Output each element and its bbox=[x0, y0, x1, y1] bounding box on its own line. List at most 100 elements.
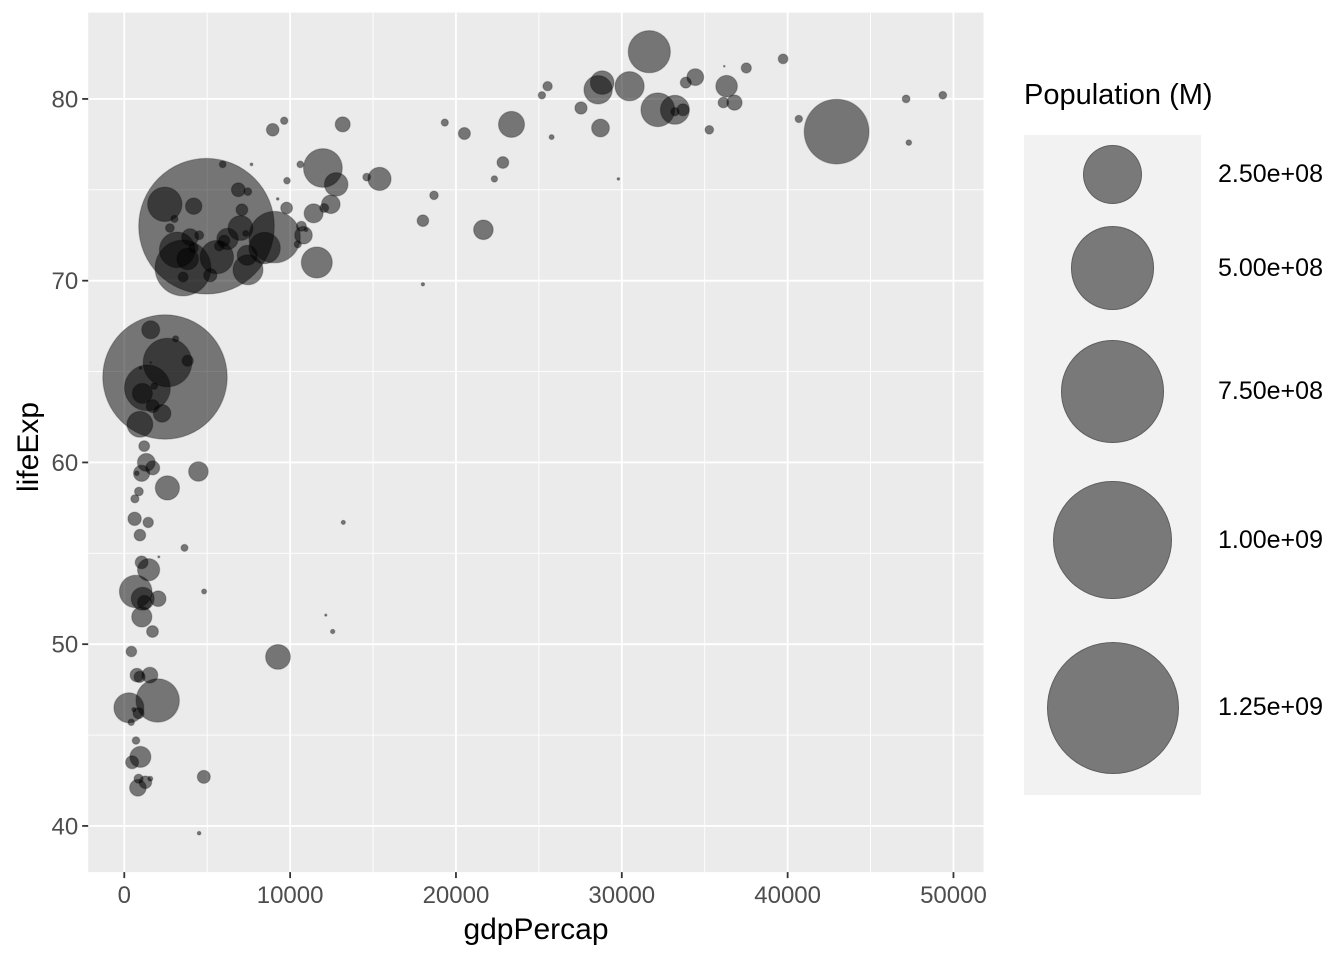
data-point-bubble bbox=[135, 678, 181, 723]
legend-label: 1.00e+09 bbox=[1218, 525, 1323, 554]
data-point-bubble bbox=[490, 175, 499, 183]
data-point-bubble bbox=[187, 461, 209, 482]
data-point-bubble bbox=[232, 254, 264, 286]
data-point-bubble bbox=[131, 606, 153, 628]
svg-text:20000: 20000 bbox=[423, 882, 490, 909]
data-point-bubble bbox=[141, 320, 161, 340]
data-point-bubble bbox=[279, 116, 289, 126]
legend-key bbox=[1024, 213, 1201, 323]
data-point-bubble bbox=[126, 410, 154, 438]
data-point-bubble bbox=[201, 588, 208, 595]
legend-key bbox=[1024, 323, 1201, 460]
data-point-bubble bbox=[777, 53, 789, 65]
data-point-bubble bbox=[901, 94, 911, 104]
data-point-bubble bbox=[367, 166, 392, 192]
data-point-bubble bbox=[196, 769, 211, 785]
data-point-bubble bbox=[473, 219, 494, 241]
data-point-bubble bbox=[131, 736, 141, 745]
data-point-bubble bbox=[142, 516, 154, 529]
svg-text:10000: 10000 bbox=[257, 882, 324, 909]
data-point-bubble bbox=[132, 464, 151, 482]
legend-keys: 2.50e+08 5.00e+08 7.50e+08 1.00e+09 bbox=[1024, 135, 1323, 795]
data-point-bubble bbox=[590, 118, 610, 138]
data-point-bubble bbox=[184, 197, 203, 215]
data-point-bubble bbox=[300, 246, 333, 279]
data-point-bubble bbox=[131, 382, 153, 404]
data-point-bubble bbox=[275, 196, 280, 201]
data-point-bubble bbox=[181, 228, 200, 247]
data-point-bubble bbox=[248, 231, 281, 265]
legend-label: 7.50e+08 bbox=[1218, 377, 1323, 405]
legend-bubble-icon bbox=[1083, 144, 1142, 204]
legend-label: 5.00e+08 bbox=[1218, 253, 1323, 282]
data-point-bubble bbox=[726, 94, 743, 111]
svg-text:40000: 40000 bbox=[754, 882, 821, 909]
data-point-bubble bbox=[320, 194, 341, 215]
data-point-bubble bbox=[659, 94, 691, 125]
data-point-bubble bbox=[152, 404, 172, 423]
data-point-bubble bbox=[457, 126, 471, 141]
data-point-bubble bbox=[138, 775, 153, 790]
legend-label: 2.50e+08 bbox=[1218, 159, 1323, 188]
data-point-bubble bbox=[497, 110, 526, 139]
data-point-bubble bbox=[334, 116, 351, 133]
data-point-bubble bbox=[235, 203, 249, 217]
data-point-bubble bbox=[324, 613, 328, 617]
data-point-bubble bbox=[496, 156, 510, 170]
svg-text:80: 80 bbox=[51, 86, 78, 113]
legend-bubble-icon bbox=[1053, 480, 1172, 600]
data-point-bubble bbox=[125, 645, 138, 658]
legend-row: 1.25e+09 bbox=[1024, 620, 1323, 795]
data-point-bubble bbox=[132, 707, 145, 720]
data-point-bubble bbox=[133, 670, 146, 684]
legend-label: 1.25e+09 bbox=[1218, 693, 1323, 721]
data-point-bubble bbox=[715, 74, 738, 98]
data-point-bubble bbox=[127, 718, 136, 727]
legend-title: Population (M) bbox=[1024, 79, 1213, 111]
data-point-bubble bbox=[134, 555, 149, 570]
svg-text:0: 0 bbox=[118, 882, 131, 909]
data-point-bubble bbox=[627, 30, 672, 74]
data-point-bubble bbox=[589, 70, 615, 95]
data-point-bubble bbox=[296, 160, 305, 169]
data-point-bubble bbox=[803, 98, 870, 165]
data-point-bubble bbox=[130, 494, 140, 504]
legend-row: 7.50e+08 bbox=[1024, 323, 1323, 460]
data-point-bubble bbox=[125, 755, 140, 770]
data-point-bubble bbox=[164, 223, 175, 234]
svg-text:40: 40 bbox=[51, 813, 78, 840]
svg-text:70: 70 bbox=[51, 268, 78, 295]
legend-bubble-icon bbox=[1061, 340, 1164, 443]
data-point-bubble bbox=[416, 214, 430, 228]
data-point-bubble bbox=[138, 440, 151, 453]
data-points bbox=[102, 30, 948, 836]
data-point-bubble bbox=[147, 186, 183, 223]
svg-text:50: 50 bbox=[51, 632, 78, 659]
data-point-bubble bbox=[340, 519, 346, 526]
data-point-bubble bbox=[142, 337, 193, 388]
x-axis-title: gdpPercap bbox=[463, 913, 609, 946]
data-point-bubble bbox=[548, 134, 555, 141]
legend-key bbox=[1024, 620, 1201, 795]
data-point-bubble bbox=[146, 624, 160, 638]
data-point-bubble bbox=[154, 475, 181, 501]
data-point-bubble bbox=[303, 203, 324, 224]
data-point-bubble bbox=[329, 628, 336, 635]
data-point-bubble bbox=[265, 122, 280, 137]
data-point-bubble bbox=[196, 830, 202, 836]
data-point-bubble bbox=[574, 101, 588, 115]
data-point-bubble bbox=[249, 162, 254, 167]
legend-row: 5.00e+08 bbox=[1024, 213, 1323, 323]
svg-text:50000: 50000 bbox=[920, 882, 987, 909]
data-point-bubble bbox=[230, 182, 246, 198]
svg-text:60: 60 bbox=[51, 450, 78, 477]
major-gridlines bbox=[88, 12, 984, 873]
plot-area-canvas: 0 10000 20000 30000 40000 50000 40 50 60 70 80 bbox=[51, 12, 987, 909]
axis-tick-marks bbox=[82, 98, 955, 879]
data-point-bubble bbox=[133, 528, 147, 542]
axis-tick-labels: 0 10000 20000 30000 40000 50000 40 50 60 70 80 bbox=[51, 86, 986, 909]
data-point-bubble bbox=[227, 215, 254, 242]
data-point-bubble bbox=[157, 555, 161, 559]
data-point-bubble bbox=[679, 76, 692, 89]
data-point-bubble bbox=[170, 214, 179, 224]
